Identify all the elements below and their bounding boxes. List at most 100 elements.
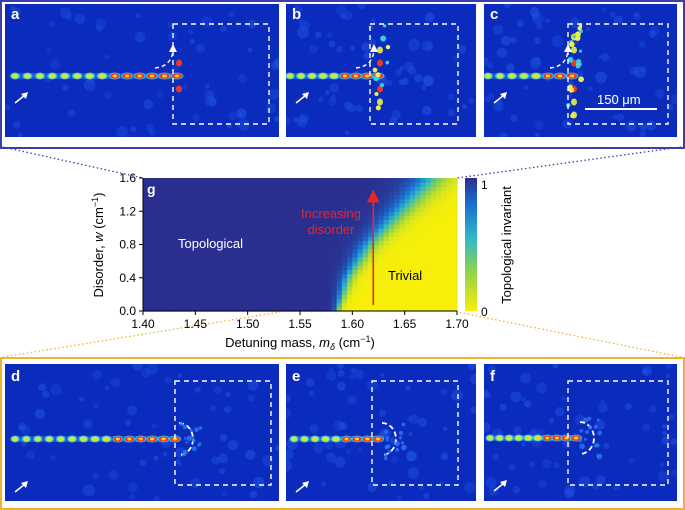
heatmap-cell bbox=[383, 290, 390, 295]
heatmap-cell bbox=[399, 306, 406, 312]
heatmap-cell bbox=[430, 232, 437, 237]
heatmap-cell bbox=[399, 240, 406, 246]
heatmap-cell bbox=[294, 207, 301, 212]
speckle bbox=[108, 469, 119, 480]
heatmap-cell bbox=[205, 244, 212, 250]
heatmap-cell bbox=[352, 286, 359, 291]
heatmap-cell bbox=[242, 190, 249, 196]
heatmap-cell bbox=[163, 186, 170, 192]
heatmap-cell bbox=[336, 273, 343, 279]
heatmap-cell bbox=[221, 244, 228, 250]
speckle bbox=[485, 476, 497, 489]
heatmap-cell bbox=[163, 194, 170, 200]
heatmap-cell bbox=[320, 302, 327, 308]
heatmap-cell bbox=[294, 215, 301, 221]
heatmap-cell bbox=[158, 298, 165, 304]
heatmap-cell bbox=[320, 232, 327, 237]
heatmap-cell bbox=[415, 273, 421, 279]
heatmap-cell bbox=[336, 215, 343, 221]
heatmap-cell bbox=[352, 298, 359, 304]
speckle bbox=[219, 433, 228, 442]
heatmap-cell bbox=[394, 265, 401, 271]
heatmap-cell bbox=[179, 290, 186, 295]
heatmap-cell bbox=[143, 261, 149, 266]
heatmap-cell bbox=[420, 302, 427, 308]
heatmap-cell bbox=[284, 244, 291, 250]
heatmap-cell bbox=[200, 273, 207, 279]
heatmap-cell bbox=[200, 178, 207, 183]
heatmap-cell bbox=[190, 178, 196, 183]
heatmap-cell bbox=[279, 269, 285, 275]
heatmap-cell bbox=[310, 211, 317, 217]
speckle bbox=[221, 490, 227, 496]
heatmap-cell bbox=[184, 190, 191, 196]
heatmap-cell bbox=[294, 306, 301, 312]
heatmap-cell bbox=[315, 273, 322, 279]
heatmap-cell bbox=[258, 232, 264, 237]
scatter-spot bbox=[401, 444, 407, 451]
heatmap-cell bbox=[352, 248, 359, 254]
heatmap-cell bbox=[388, 211, 395, 217]
heatmap-cell bbox=[409, 290, 416, 295]
heatmap-cell bbox=[289, 294, 296, 300]
spot bbox=[61, 73, 69, 79]
heatmap-cell bbox=[268, 281, 275, 287]
speckle bbox=[228, 11, 235, 18]
heatmap-cell bbox=[315, 236, 322, 241]
speckle bbox=[657, 470, 669, 482]
heatmap-cell bbox=[310, 256, 317, 262]
heatmap-cell bbox=[441, 252, 448, 258]
spot-core bbox=[174, 74, 180, 78]
heatmap-cell bbox=[200, 248, 207, 254]
speckle bbox=[95, 24, 103, 32]
heatmap-cell bbox=[216, 198, 223, 204]
heatmap-cell bbox=[315, 194, 322, 200]
scatter-spot bbox=[579, 443, 585, 450]
speckle bbox=[629, 67, 638, 76]
heatmap-cell bbox=[305, 186, 312, 192]
heatmap-cell bbox=[231, 294, 238, 300]
panel-c bbox=[484, 4, 677, 137]
heatmap-cell bbox=[268, 294, 275, 300]
heatmap-cell bbox=[347, 236, 353, 241]
heatmap-cell bbox=[258, 236, 264, 241]
heatmap-cell bbox=[237, 198, 244, 204]
heatmap-cell bbox=[430, 182, 437, 187]
heatmap-cell bbox=[289, 281, 296, 287]
speckle bbox=[143, 99, 154, 110]
heatmap-cell bbox=[184, 269, 191, 275]
heatmap-cell bbox=[263, 186, 270, 192]
edge-spot bbox=[574, 35, 581, 41]
heatmap-cell bbox=[420, 178, 427, 183]
heatmap-cell bbox=[373, 232, 380, 237]
heatmap-cell bbox=[373, 294, 380, 300]
heatmap-cell bbox=[352, 294, 359, 300]
speckle bbox=[603, 442, 610, 450]
heatmap-cell bbox=[263, 244, 270, 250]
speckle bbox=[50, 384, 62, 396]
speckle bbox=[640, 65, 647, 73]
heatmap-cell bbox=[368, 302, 374, 308]
heatmap-cell bbox=[441, 265, 448, 271]
heatmap-cell bbox=[415, 294, 421, 300]
heatmap-cell bbox=[289, 194, 296, 200]
heatmap-cell bbox=[394, 294, 401, 300]
heatmap-cell bbox=[378, 256, 385, 262]
heatmap-cell bbox=[420, 256, 427, 262]
heatmap-cell bbox=[174, 256, 181, 262]
heatmap-cell bbox=[451, 223, 458, 229]
heatmap-cell bbox=[436, 277, 442, 283]
heatmap-cell bbox=[305, 182, 312, 187]
heatmap-cell bbox=[169, 178, 175, 183]
heatmap-cell bbox=[252, 277, 259, 283]
heatmap-cell bbox=[404, 244, 411, 250]
heatmap-cell bbox=[294, 265, 301, 271]
heatmap-cell bbox=[336, 198, 343, 204]
speckle bbox=[164, 376, 172, 384]
heatmap-cell bbox=[320, 227, 327, 233]
x-tick-label: 1.40 bbox=[131, 317, 155, 331]
heatmap-cell bbox=[169, 211, 175, 217]
heatmap-cell bbox=[326, 232, 332, 237]
heatmap-cell bbox=[373, 236, 380, 241]
heatmap-cell bbox=[341, 211, 348, 217]
